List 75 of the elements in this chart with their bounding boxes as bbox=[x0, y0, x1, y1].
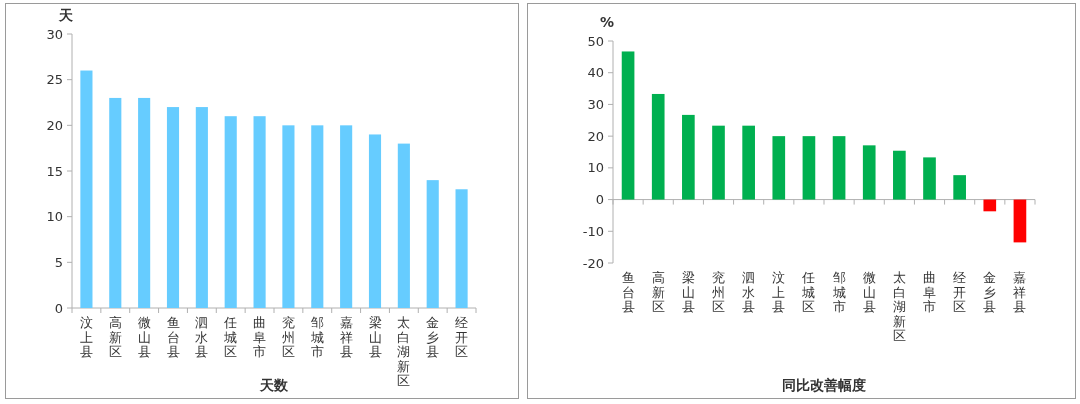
x-tick-label: 金乡县 bbox=[426, 315, 440, 359]
y-tick-label: 30 bbox=[587, 96, 604, 112]
bar bbox=[368, 134, 382, 308]
bar bbox=[862, 145, 876, 200]
x-tick-label: 任城区 bbox=[223, 315, 238, 359]
x-tick-label: 曲阜市 bbox=[253, 315, 267, 359]
bar bbox=[282, 125, 295, 308]
bar bbox=[742, 125, 755, 200]
x-tick-label: 高新区 bbox=[108, 315, 122, 359]
x-tick-label: 邹城市 bbox=[309, 315, 324, 359]
bar bbox=[651, 93, 665, 200]
y-tick-label: 10 bbox=[587, 160, 604, 176]
x-tick-label: 太白湖新区 bbox=[892, 270, 906, 343]
y-tick-label: 0 bbox=[54, 300, 63, 316]
y-tick-label: 20 bbox=[587, 128, 604, 144]
bar bbox=[311, 125, 324, 308]
y-tick-label: 5 bbox=[54, 254, 63, 270]
x-tick-label: 兖州区 bbox=[712, 270, 725, 314]
bar bbox=[195, 107, 208, 308]
x-tick-label: 梁山县 bbox=[681, 270, 695, 314]
y-tick-label: 10 bbox=[46, 209, 63, 225]
x-tick-label: 梁山县 bbox=[368, 315, 382, 359]
bar bbox=[426, 180, 439, 308]
x-tick-label: 嘉祥县 bbox=[339, 315, 353, 359]
y-tick-label: -10 bbox=[582, 223, 604, 239]
bar bbox=[712, 125, 725, 200]
y-axis-title: 天 bbox=[58, 7, 74, 23]
y-tick-label: 20 bbox=[46, 117, 63, 133]
bar bbox=[832, 136, 846, 200]
x-tick-label: 曲阜市 bbox=[923, 270, 936, 314]
y-tick-label: 15 bbox=[46, 163, 63, 179]
y-tick-label: 0 bbox=[595, 192, 604, 208]
x-tick-label: 高新区 bbox=[651, 270, 665, 314]
y-axis-title: % bbox=[599, 14, 615, 30]
x-tick-label: 泗水县 bbox=[195, 315, 209, 359]
x-tick-label: 经开区 bbox=[455, 315, 469, 359]
x-tick-label: 泗水县 bbox=[742, 270, 756, 314]
bar bbox=[138, 97, 151, 308]
bar bbox=[772, 136, 786, 200]
x-tick-label: 兖州区 bbox=[281, 315, 295, 359]
x-tick-label: 任城区 bbox=[801, 270, 816, 314]
x-tick-label: 经开区 bbox=[953, 270, 967, 314]
x-tick-label: 嘉祥县 bbox=[1013, 270, 1027, 314]
y-tick-label: 30 bbox=[46, 26, 63, 42]
x-axis-title: 同比改善幅度 bbox=[782, 377, 866, 393]
bar bbox=[621, 51, 635, 200]
x-tick-label: 鱼台县 bbox=[621, 270, 635, 314]
bar bbox=[455, 189, 468, 308]
bar bbox=[224, 116, 237, 308]
y-tick-label: 50 bbox=[587, 33, 604, 49]
bar bbox=[682, 114, 695, 200]
bar bbox=[253, 116, 266, 308]
bar bbox=[166, 107, 180, 308]
x-tick-label: 太白湖新区 bbox=[397, 315, 411, 388]
x-tick-label: 汶上县 bbox=[79, 315, 93, 359]
x-tick-label: 邹城市 bbox=[831, 270, 846, 314]
y-tick-label: 40 bbox=[587, 65, 604, 81]
y-tick-label: 25 bbox=[46, 72, 63, 88]
bar bbox=[983, 199, 997, 212]
x-tick-label: 微山县 bbox=[137, 315, 151, 359]
bar bbox=[397, 143, 410, 308]
bar bbox=[1013, 199, 1027, 243]
x-axis-title: 天数 bbox=[259, 377, 289, 393]
bar bbox=[893, 150, 906, 200]
bar bbox=[80, 70, 93, 308]
y-tick-label: -20 bbox=[582, 255, 604, 271]
bar bbox=[953, 175, 966, 200]
bar bbox=[802, 136, 816, 200]
bar bbox=[340, 125, 353, 308]
bar bbox=[109, 97, 122, 308]
x-tick-label: 微山县 bbox=[862, 270, 876, 314]
x-tick-label: 鱼台县 bbox=[166, 315, 180, 359]
x-tick-label: 汶上县 bbox=[772, 270, 786, 314]
bar bbox=[923, 157, 936, 200]
x-tick-label: 金乡县 bbox=[983, 270, 997, 314]
